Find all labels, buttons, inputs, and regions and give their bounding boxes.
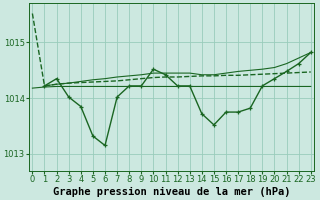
X-axis label: Graphe pression niveau de la mer (hPa): Graphe pression niveau de la mer (hPa)	[53, 186, 290, 197]
